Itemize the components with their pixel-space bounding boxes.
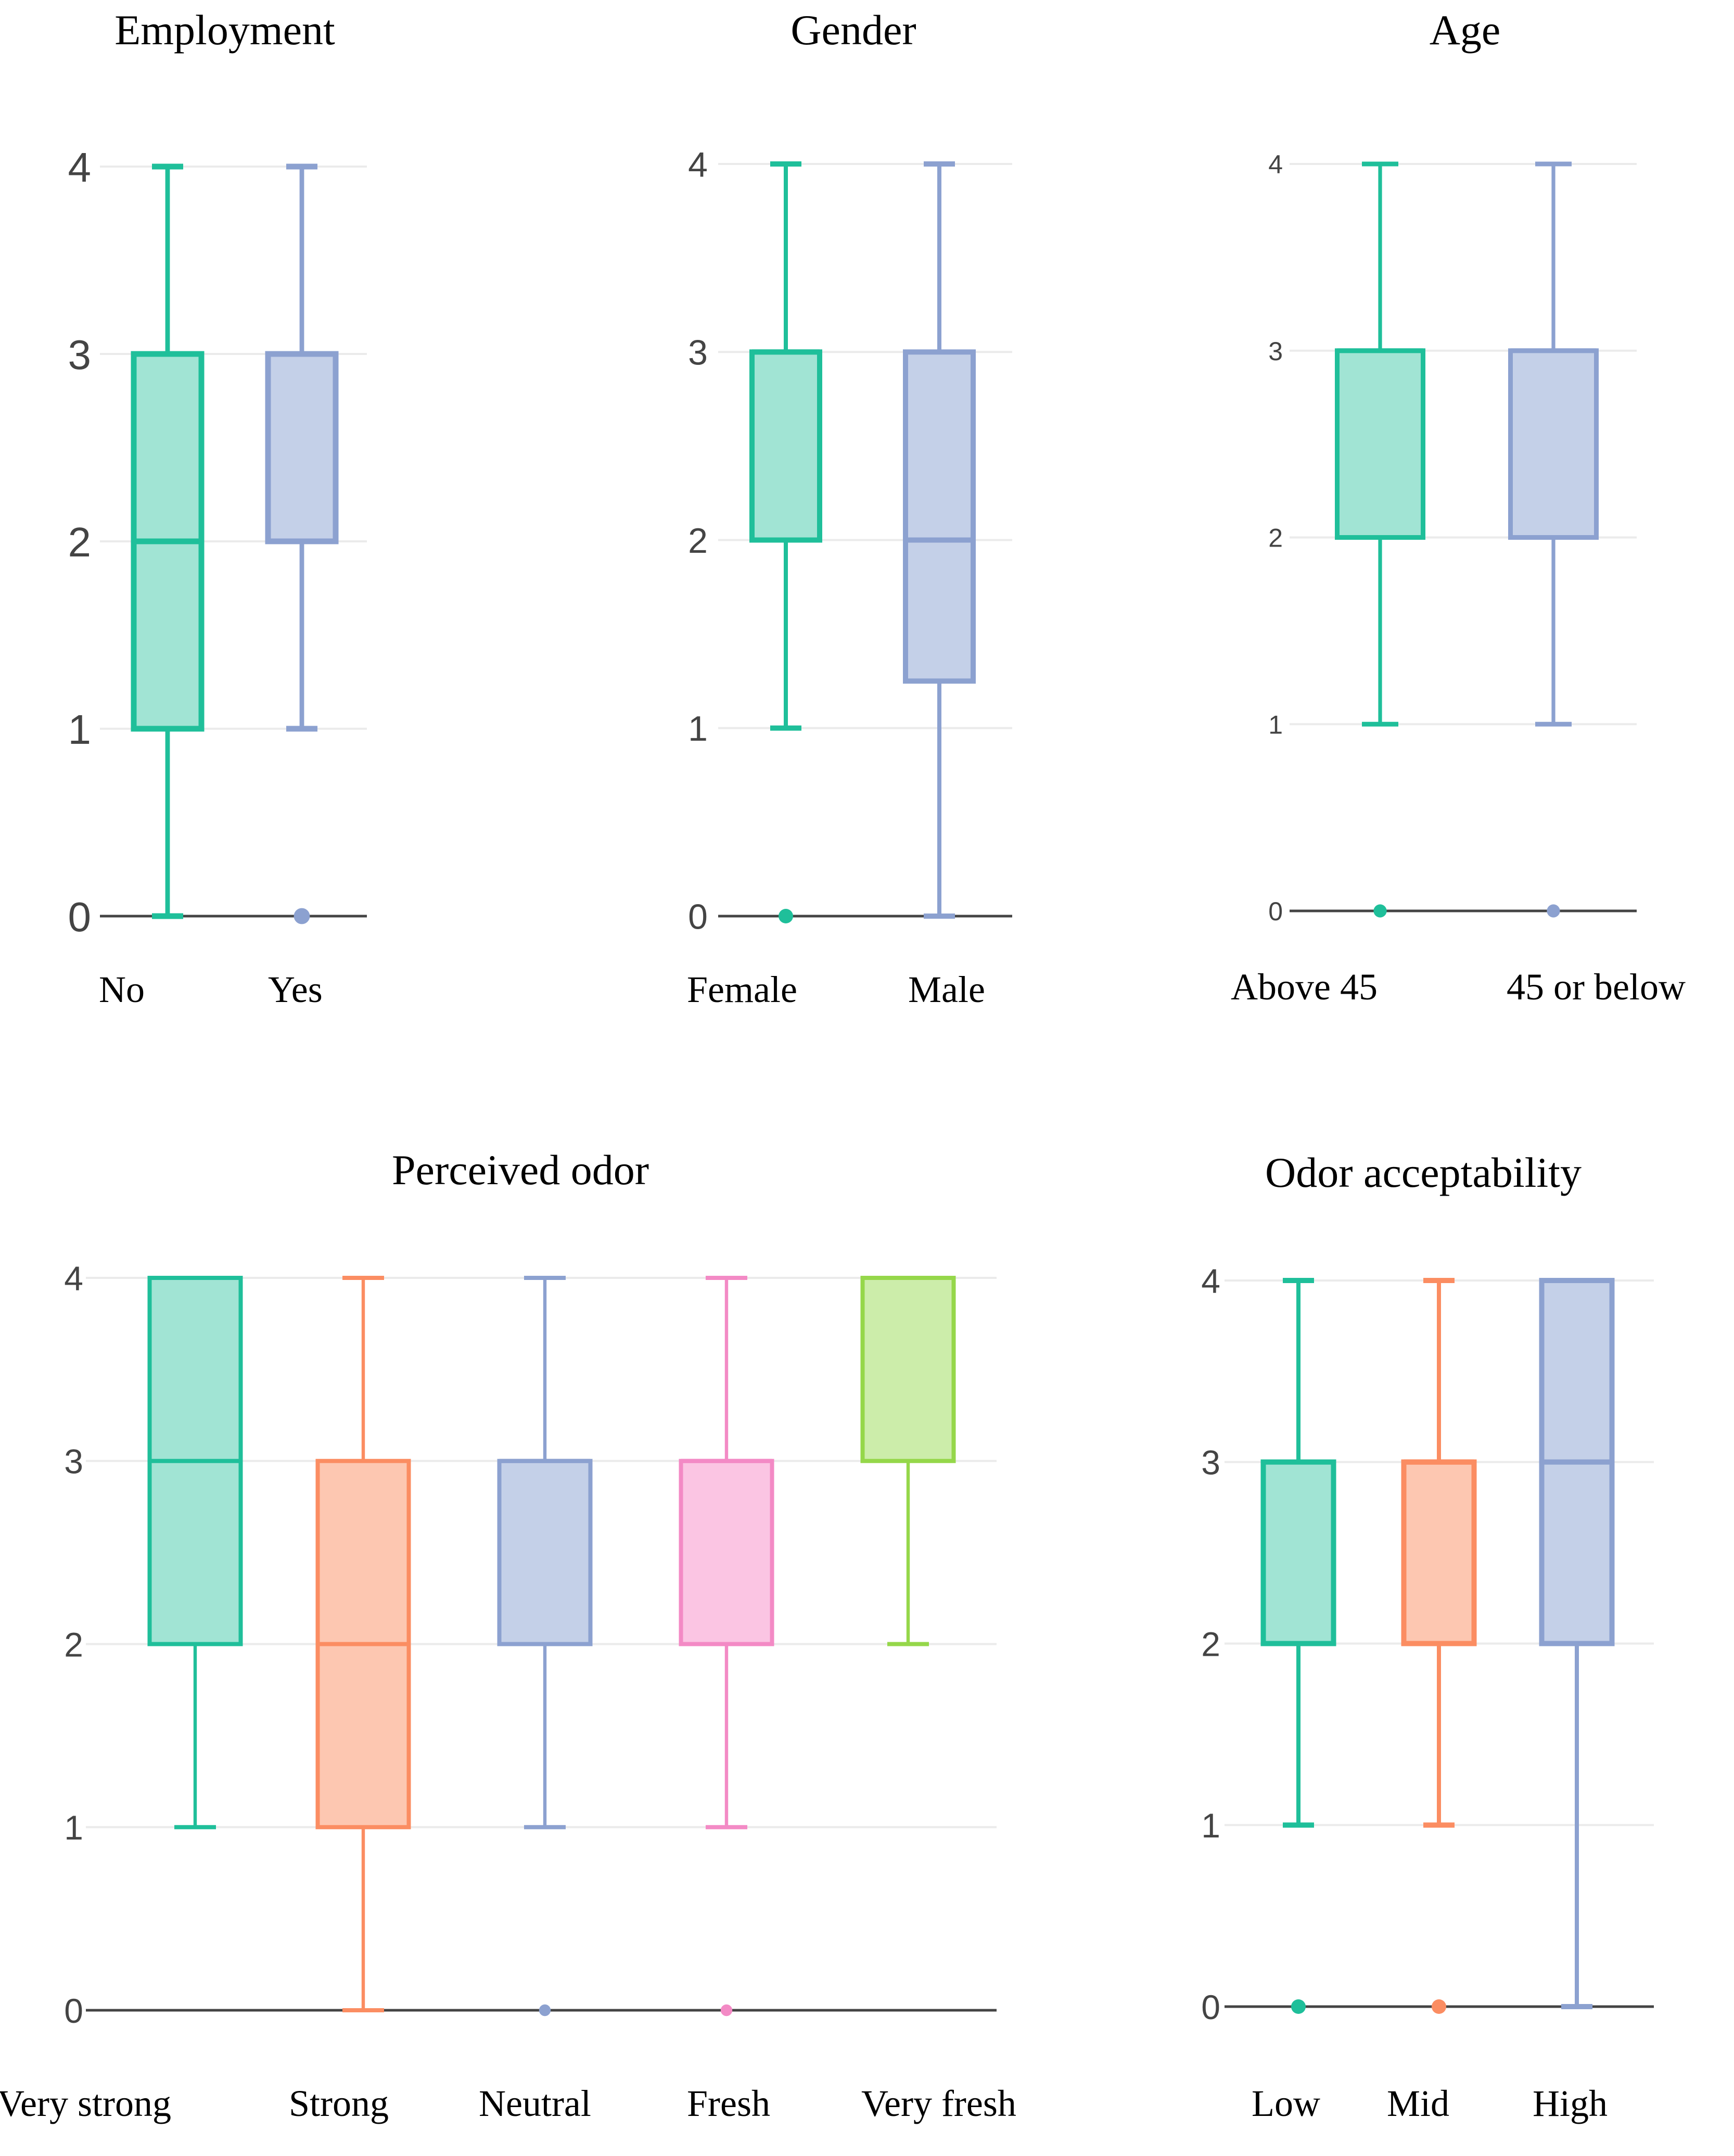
category-label: 45 or below [1507,966,1686,1008]
iqr-box [497,1459,593,1646]
y-tick-label: 2 [1201,1625,1220,1663]
outlier-point [1547,904,1560,918]
y-tick-label: 4 [64,1259,83,1298]
y-tick-label: 0 [688,897,708,936]
chart-title: Gender [790,6,916,54]
box-strong: Strong [289,1276,411,2124]
y-tick-label: 3 [1201,1443,1220,1482]
outlier-point [779,909,793,923]
y-tick-label: 0 [68,894,92,940]
y-tick-label: 3 [68,332,92,378]
box-45-or-below: 45 or below [1507,161,1686,1008]
chart-odor-acceptability: Odor acceptability 0 1 2 3 4 Low Mid High [1201,1149,1654,2124]
y-tick-label: 3 [1268,337,1283,366]
y-tick-label: 1 [1268,710,1283,739]
chart-age: Age 0 1 2 3 4 Above 45 45 or below [1231,6,1686,1008]
chart-gender: Gender 0 1 2 3 4 Female Male [687,6,1012,1010]
chart-title: Employment [114,6,335,54]
y-tick-label: 2 [68,519,92,565]
box-neutral: Neutral [479,1276,593,2124]
category-label: Above 45 [1231,966,1378,1008]
y-tick-label: 2 [688,521,708,561]
y-tick-label: 4 [1201,1262,1220,1300]
iqr-box [265,351,339,544]
y-tick-label: 0 [64,1992,83,2030]
box-female: Female [687,161,822,1010]
outlier-point [1291,1999,1306,2014]
y-tick-label: 1 [688,709,708,749]
iqr-box [1260,1459,1336,1646]
box-above-45: Above 45 [1231,161,1425,1008]
y-tick-label: 0 [1268,897,1283,926]
y-tick-label: 4 [688,145,708,184]
box-high: High [1533,1278,1615,2124]
outlier-point [294,908,310,924]
chart-title: Age [1430,6,1501,54]
iqr-box [860,1276,956,1463]
box-mid: Mid [1387,1278,1477,2124]
category-label: Low [1252,2083,1320,2124]
y-tick-label: 0 [1201,1988,1220,2026]
outlier-point [1373,904,1387,918]
category-label: Very strong [0,2083,171,2124]
box-low: Low [1252,1278,1336,2124]
y-tick-label: 2 [1268,524,1283,553]
iqr-box [1401,1459,1477,1646]
y-tick-label: 1 [1201,1806,1220,1845]
category-label: High [1533,2083,1608,2124]
chart-employment: Employment 0 1 2 3 4 No Yes [68,6,367,1010]
category-label: Yes [268,969,323,1010]
box-no: No [99,163,205,1010]
iqr-box [1335,348,1425,540]
category-label: Strong [289,2083,389,2124]
category-label: Very fresh [861,2083,1016,2124]
box-fresh: Fresh [679,1276,774,2124]
iqr-box [903,349,976,684]
outlier-point [539,2004,551,2017]
outlier-point [720,2004,733,2017]
y-tick-label: 4 [1268,150,1283,179]
iqr-box [749,349,822,543]
box-very-strong: Very strong [0,1276,243,2124]
chart-perceived-odor: Perceived odor 0 1 2 3 4 Very strong Strong Neut… [0,1146,1016,2124]
y-tick-label: 3 [64,1442,83,1481]
box-very-fresh: Very fresh [860,1276,1016,2124]
box-yes: Yes [265,163,339,1010]
y-tick-label: 4 [68,144,92,191]
y-tick-label: 1 [68,706,92,753]
category-label: Male [908,969,985,1010]
category-label: Mid [1387,2083,1449,2124]
chart-title: Perceived odor [392,1146,649,1194]
y-tick-label: 1 [64,1808,83,1847]
iqr-box [679,1459,774,1646]
category-label: Fresh [687,2083,770,2124]
category-label: No [99,969,145,1010]
y-tick-label: 3 [688,333,708,373]
box-male: Male [903,161,985,1010]
iqr-box [1508,348,1599,540]
outlier-point [1432,1999,1446,2014]
category-label: Neutral [479,2083,591,2124]
category-label: Female [687,969,797,1010]
chart-title: Odor acceptability [1265,1149,1582,1196]
y-tick-label: 2 [64,1625,83,1664]
